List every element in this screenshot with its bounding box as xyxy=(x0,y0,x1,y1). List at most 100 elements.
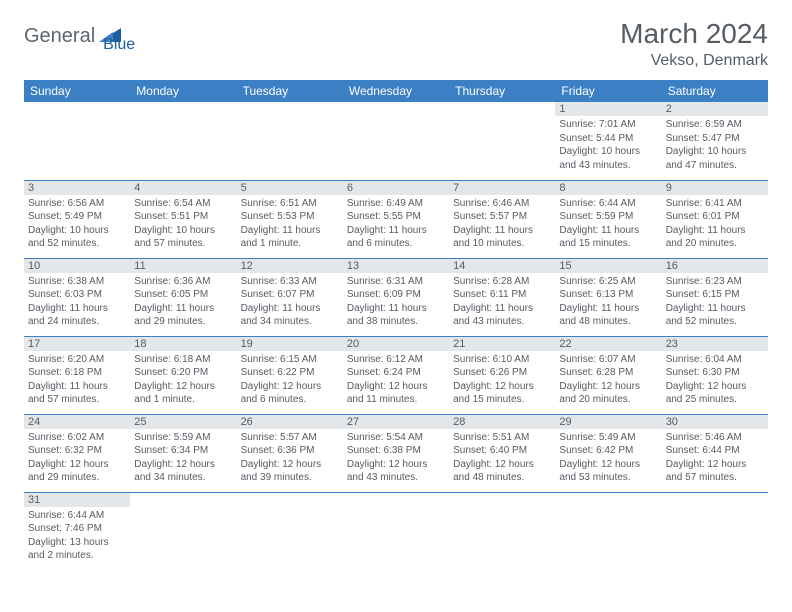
calendar-cell: 8Sunrise: 6:44 AMSunset: 5:59 PMDaylight… xyxy=(555,180,661,258)
header: General Blue March 2024 Vekso, Denmark xyxy=(24,18,768,70)
calendar-cell-empty xyxy=(130,102,236,180)
daylight-text: Daylight: 11 hours and 38 minutes. xyxy=(347,302,445,329)
calendar-cell: 18Sunrise: 6:18 AMSunset: 6:20 PMDayligh… xyxy=(130,336,236,414)
calendar-cell-empty xyxy=(555,492,661,570)
calendar-cell-empty xyxy=(343,102,449,180)
sunset-text: Sunset: 6:05 PM xyxy=(134,288,232,302)
calendar-cell: 27 Sunrise: 5:54 AMSunset: 6:38 PMDayligh… xyxy=(343,414,449,492)
sunset-text: Sunset: 5:47 PM xyxy=(666,132,764,146)
day-number: 26 xyxy=(237,415,343,429)
calendar-cell: 11 Sunrise: 6:36 AMSunset: 6:05 PMDayligh… xyxy=(130,258,236,336)
sunrise-text: Sunrise: 6:33 AM xyxy=(241,275,339,289)
daylight-text: Daylight: 12 hours and 1 minute. xyxy=(134,380,232,407)
day-info: Sunrise: 6:25 AMSunset: 6:13 PMDaylight:… xyxy=(559,275,657,329)
sunset-text: Sunset: 6:42 PM xyxy=(559,444,657,458)
sunrise-text: Sunrise: 6:28 AM xyxy=(453,275,551,289)
calendar-cell-empty xyxy=(237,102,343,180)
calendar-cell: 23Sunrise: 6:04 AMSunset: 6:30 PMDayligh… xyxy=(662,336,768,414)
sunrise-text: Sunrise: 5:46 AM xyxy=(666,431,764,445)
sunrise-text: Sunrise: 6:38 AM xyxy=(28,275,126,289)
calendar-row: 31Sunrise: 6:44 AMSunset: 7:46 PMDayligh… xyxy=(24,492,768,570)
day-info: Sunrise: 6:46 AMSunset: 5:57 PMDaylight:… xyxy=(453,197,551,251)
calendar-row: 17Sunrise: 6:20 AMSunset: 6:18 PMDayligh… xyxy=(24,336,768,414)
daylight-text: Daylight: 12 hours and 43 minutes. xyxy=(347,458,445,485)
sunrise-text: Sunrise: 6:18 AM xyxy=(134,353,232,367)
calendar-cell: 12Sunrise: 6:33 AMSunset: 6:07 PMDayligh… xyxy=(237,258,343,336)
logo-text-2: Blue xyxy=(103,36,135,54)
sunset-text: Sunset: 5:44 PM xyxy=(559,132,657,146)
day-number: 28 xyxy=(449,415,555,429)
day-info: Sunrise: 5:49 AMSunset: 6:42 PMDaylight:… xyxy=(559,431,657,485)
sunset-text: Sunset: 6:01 PM xyxy=(666,210,764,224)
logo-text-1: General xyxy=(24,25,95,48)
daylight-text: Daylight: 11 hours and 29 minutes. xyxy=(134,302,232,329)
daylight-text: Daylight: 12 hours and 48 minutes. xyxy=(453,458,551,485)
daylight-text: Daylight: 11 hours and 43 minutes. xyxy=(453,302,551,329)
sunrise-text: Sunrise: 5:57 AM xyxy=(241,431,339,445)
calendar-cell-empty xyxy=(130,492,236,570)
daylight-text: Daylight: 12 hours and 29 minutes. xyxy=(28,458,126,485)
day-number: 5 xyxy=(237,181,343,195)
sunrise-text: Sunrise: 6:07 AM xyxy=(559,353,657,367)
day-number: 23 xyxy=(662,337,768,351)
sunrise-text: Sunrise: 6:41 AM xyxy=(666,197,764,211)
title-block: March 2024 Vekso, Denmark xyxy=(620,18,768,70)
daylight-text: Daylight: 10 hours and 52 minutes. xyxy=(28,224,126,251)
sunrise-text: Sunrise: 6:15 AM xyxy=(241,353,339,367)
daylight-text: Daylight: 12 hours and 11 minutes. xyxy=(347,380,445,407)
day-info: Sunrise: 6:36 AMSunset: 6:05 PMDaylight:… xyxy=(134,275,232,329)
day-info: Sunrise: 5:57 AMSunset: 6:36 PMDaylight:… xyxy=(241,431,339,485)
sunrise-text: Sunrise: 7:01 AM xyxy=(559,118,657,132)
sunrise-text: Sunrise: 6:56 AM xyxy=(28,197,126,211)
day-info: Sunrise: 6:51 AMSunset: 5:53 PMDaylight:… xyxy=(241,197,339,251)
calendar-cell: 14Sunrise: 6:28 AMSunset: 6:11 PMDayligh… xyxy=(449,258,555,336)
day-number: 7 xyxy=(449,181,555,195)
day-info: Sunrise: 6:02 AMSunset: 6:32 PMDaylight:… xyxy=(28,431,126,485)
sunset-text: Sunset: 6:32 PM xyxy=(28,444,126,458)
sunset-text: Sunset: 7:46 PM xyxy=(28,522,126,536)
calendar-cell: 16Sunrise: 6:23 AMSunset: 6:15 PMDayligh… xyxy=(662,258,768,336)
calendar-cell: 31Sunrise: 6:44 AMSunset: 7:46 PMDayligh… xyxy=(24,492,130,570)
day-header-row: Sunday Monday Tuesday Wednesday Thursday… xyxy=(24,80,768,102)
day-info: Sunrise: 5:54 AMSunset: 6:38 PMDaylight:… xyxy=(347,431,445,485)
day-info: Sunrise: 6:44 AMSunset: 7:46 PMDaylight:… xyxy=(28,509,126,563)
calendar-cell: 19Sunrise: 6:15 AMSunset: 6:22 PMDayligh… xyxy=(237,336,343,414)
calendar-cell: 30Sunrise: 5:46 AMSunset: 6:44 PMDayligh… xyxy=(662,414,768,492)
day-info: Sunrise: 5:51 AMSunset: 6:40 PMDaylight:… xyxy=(453,431,551,485)
day-info: Sunrise: 6:33 AMSunset: 6:07 PMDaylight:… xyxy=(241,275,339,329)
sunrise-text: Sunrise: 6:51 AM xyxy=(241,197,339,211)
sunrise-text: Sunrise: 6:31 AM xyxy=(347,275,445,289)
daylight-text: Daylight: 10 hours and 57 minutes. xyxy=(134,224,232,251)
day-number: 14 xyxy=(449,259,555,273)
day-number: 16 xyxy=(662,259,768,273)
day-header: Tuesday xyxy=(237,80,343,102)
day-number: 4 xyxy=(130,181,236,195)
day-number: 11 xyxy=(130,259,236,273)
daylight-text: Daylight: 12 hours and 25 minutes. xyxy=(666,380,764,407)
day-number: 29 xyxy=(555,415,661,429)
sunset-text: Sunset: 6:26 PM xyxy=(453,366,551,380)
location: Vekso, Denmark xyxy=(620,52,768,70)
sunset-text: Sunset: 6:36 PM xyxy=(241,444,339,458)
day-header: Sunday xyxy=(24,80,130,102)
daylight-text: Daylight: 10 hours and 47 minutes. xyxy=(666,145,764,172)
sunset-text: Sunset: 6:24 PM xyxy=(347,366,445,380)
day-info: Sunrise: 6:15 AMSunset: 6:22 PMDaylight:… xyxy=(241,353,339,407)
day-header: Friday xyxy=(555,80,661,102)
calendar-cell: 15Sunrise: 6:25 AMSunset: 6:13 PMDayligh… xyxy=(555,258,661,336)
sunrise-text: Sunrise: 6:10 AM xyxy=(453,353,551,367)
daylight-text: Daylight: 10 hours and 43 minutes. xyxy=(559,145,657,172)
sunrise-text: Sunrise: 6:25 AM xyxy=(559,275,657,289)
daylight-text: Daylight: 12 hours and 53 minutes. xyxy=(559,458,657,485)
day-header: Monday xyxy=(130,80,236,102)
day-number: 27 xyxy=(343,415,449,429)
sunrise-text: Sunrise: 5:49 AM xyxy=(559,431,657,445)
day-number: 30 xyxy=(662,415,768,429)
daylight-text: Daylight: 13 hours and 2 minutes. xyxy=(28,536,126,563)
sunset-text: Sunset: 6:09 PM xyxy=(347,288,445,302)
sunrise-text: Sunrise: 6:04 AM xyxy=(666,353,764,367)
day-info: Sunrise: 7:01 AMSunset: 5:44 PMDaylight:… xyxy=(559,118,657,172)
sunrise-text: Sunrise: 6:44 AM xyxy=(559,197,657,211)
calendar-row: 3Sunrise: 6:56 AMSunset: 5:49 PMDaylight… xyxy=(24,180,768,258)
calendar-cell-empty xyxy=(449,102,555,180)
